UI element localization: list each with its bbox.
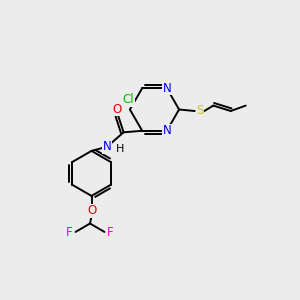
Text: F: F — [107, 226, 114, 239]
Text: F: F — [66, 226, 73, 239]
Text: N: N — [103, 140, 112, 153]
Text: H: H — [116, 144, 124, 154]
Text: O: O — [112, 103, 121, 116]
Text: N: N — [162, 124, 171, 137]
Text: O: O — [87, 204, 96, 218]
Text: S: S — [196, 104, 204, 118]
Text: N: N — [162, 82, 171, 95]
Text: Cl: Cl — [123, 93, 134, 106]
